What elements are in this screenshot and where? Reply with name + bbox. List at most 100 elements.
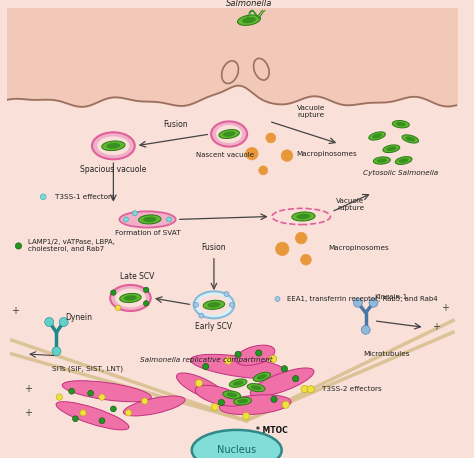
Ellipse shape xyxy=(211,121,247,147)
Text: Cytosolic Salmonella: Cytosolic Salmonella xyxy=(363,170,438,176)
Ellipse shape xyxy=(237,15,261,25)
Ellipse shape xyxy=(377,158,387,163)
Circle shape xyxy=(126,410,132,416)
Circle shape xyxy=(229,302,234,307)
Circle shape xyxy=(275,242,289,256)
Text: Salmonella: Salmonella xyxy=(226,0,272,8)
Ellipse shape xyxy=(62,381,151,402)
Circle shape xyxy=(99,394,105,400)
Circle shape xyxy=(224,292,229,296)
Circle shape xyxy=(219,399,225,406)
Circle shape xyxy=(110,406,116,412)
Ellipse shape xyxy=(138,215,161,224)
Ellipse shape xyxy=(199,295,229,315)
Ellipse shape xyxy=(203,300,225,310)
Text: Fusion: Fusion xyxy=(164,120,188,129)
Text: +: + xyxy=(24,408,32,418)
Circle shape xyxy=(45,317,54,327)
Circle shape xyxy=(361,325,370,334)
Circle shape xyxy=(246,147,258,160)
Ellipse shape xyxy=(374,157,391,164)
Ellipse shape xyxy=(402,135,419,143)
Text: Formation of SVAT: Formation of SVAT xyxy=(115,230,180,236)
Ellipse shape xyxy=(97,136,129,155)
Circle shape xyxy=(132,211,137,216)
Text: T3SS-1 effectors: T3SS-1 effectors xyxy=(55,194,114,200)
Circle shape xyxy=(275,296,280,301)
Ellipse shape xyxy=(120,294,141,303)
Circle shape xyxy=(167,217,172,222)
Circle shape xyxy=(115,305,120,311)
Text: SITs (SIF, SIST, LNT): SITs (SIF, SIST, LNT) xyxy=(52,365,123,371)
Ellipse shape xyxy=(405,136,415,142)
Circle shape xyxy=(199,313,204,318)
Ellipse shape xyxy=(253,372,271,382)
Text: T3SS-2 effectors: T3SS-2 effectors xyxy=(322,386,382,392)
Text: Nascent vacuole: Nascent vacuole xyxy=(196,152,254,158)
Circle shape xyxy=(73,416,78,422)
Circle shape xyxy=(301,385,308,393)
Ellipse shape xyxy=(257,374,267,380)
Circle shape xyxy=(195,380,202,387)
Ellipse shape xyxy=(247,383,265,392)
Ellipse shape xyxy=(234,397,252,405)
Circle shape xyxy=(52,347,61,356)
Circle shape xyxy=(15,243,22,249)
Circle shape xyxy=(144,300,149,306)
Text: Early SCV: Early SCV xyxy=(195,322,232,331)
Ellipse shape xyxy=(386,147,396,151)
Circle shape xyxy=(259,166,268,175)
Circle shape xyxy=(301,254,311,265)
Ellipse shape xyxy=(383,145,400,153)
Circle shape xyxy=(88,390,93,396)
Ellipse shape xyxy=(106,143,120,149)
Text: * MTOC: * MTOC xyxy=(255,426,287,435)
Text: Late SCV: Late SCV xyxy=(120,272,155,281)
Text: Spacious vacuole: Spacious vacuole xyxy=(80,165,146,174)
Circle shape xyxy=(144,287,149,293)
Circle shape xyxy=(40,194,46,200)
Ellipse shape xyxy=(223,391,241,399)
Text: Dynein: Dynein xyxy=(65,313,92,322)
Ellipse shape xyxy=(369,132,385,140)
Ellipse shape xyxy=(216,125,242,143)
Circle shape xyxy=(243,412,250,420)
Circle shape xyxy=(255,350,262,356)
Circle shape xyxy=(292,376,299,382)
Circle shape xyxy=(281,150,293,162)
Ellipse shape xyxy=(56,402,129,430)
Circle shape xyxy=(99,418,105,424)
Circle shape xyxy=(110,290,116,295)
Text: +: + xyxy=(11,306,18,316)
Circle shape xyxy=(202,363,209,370)
Circle shape xyxy=(69,388,74,394)
Ellipse shape xyxy=(222,61,238,83)
Text: Salmonella replicative compartment: Salmonella replicative compartment xyxy=(140,357,273,363)
Circle shape xyxy=(271,396,277,403)
Ellipse shape xyxy=(399,158,409,163)
Text: Kinesin-1: Kinesin-1 xyxy=(374,294,407,300)
Circle shape xyxy=(56,394,63,400)
Ellipse shape xyxy=(143,217,156,222)
Text: Microtubules: Microtubules xyxy=(364,351,410,357)
Circle shape xyxy=(225,357,232,364)
Ellipse shape xyxy=(296,214,310,219)
Ellipse shape xyxy=(194,291,234,318)
Circle shape xyxy=(123,217,128,222)
Ellipse shape xyxy=(219,130,239,138)
Ellipse shape xyxy=(115,289,146,307)
Ellipse shape xyxy=(292,212,315,221)
Ellipse shape xyxy=(208,302,220,308)
Ellipse shape xyxy=(92,132,135,159)
Text: Macropinosomes: Macropinosomes xyxy=(328,245,389,251)
Ellipse shape xyxy=(195,385,243,406)
Text: EEA1, transferrin receptor, Rab5, and Rab4: EEA1, transferrin receptor, Rab5, and Ra… xyxy=(287,296,438,302)
Circle shape xyxy=(307,386,314,393)
Ellipse shape xyxy=(219,395,291,414)
Ellipse shape xyxy=(124,295,137,301)
Circle shape xyxy=(235,351,241,358)
Circle shape xyxy=(270,355,277,362)
Text: Fusion: Fusion xyxy=(201,243,226,252)
Circle shape xyxy=(59,317,68,327)
Text: Vacuole
rupture: Vacuole rupture xyxy=(337,198,365,211)
